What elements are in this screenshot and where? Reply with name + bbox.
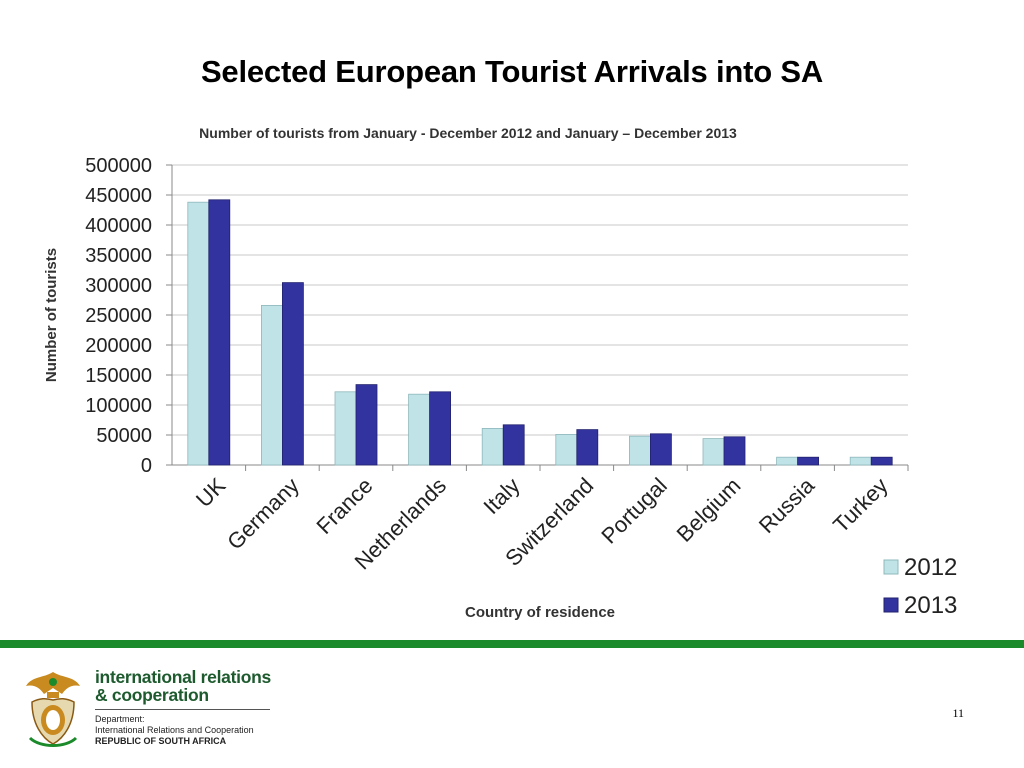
bar-2013-netherlands	[429, 391, 452, 466]
bar-2013-portugal	[650, 433, 672, 466]
y-tick-label: 450000	[85, 185, 152, 207]
bar-chart: Number of tourists from January - Decemb…	[43, 125, 957, 621]
x-tick-label: Portugal	[596, 473, 672, 549]
dept-country: REPUBLIC OF SOUTH AFRICA	[95, 736, 227, 746]
legend-swatch-2012	[883, 559, 899, 575]
chart-title: Number of tourists from January - Decemb…	[199, 125, 737, 141]
dept-name-line1: international relations	[95, 667, 271, 687]
bar-2013-italy	[502, 424, 525, 466]
footer-rule	[0, 640, 1024, 648]
x-tick-label: Russia	[754, 472, 820, 538]
bar-2013-france	[355, 384, 378, 466]
y-tick-label: 100000	[85, 395, 152, 417]
x-tick-label: France	[311, 473, 377, 539]
y-tick-label: 150000	[85, 365, 152, 387]
dept-name-line2: & cooperation	[95, 685, 209, 705]
dept-divider	[95, 709, 270, 710]
bar-2013-switzerland	[576, 429, 599, 466]
legend-label-2012: 2012	[904, 554, 957, 581]
bar-2012-belgium	[702, 438, 725, 466]
bar-2013-belgium	[723, 436, 746, 466]
legend: 2012 2013	[883, 554, 957, 619]
x-tick-label: Italy	[479, 473, 525, 519]
x-tick-label: UK	[191, 473, 231, 513]
y-tick-label: 400000	[85, 215, 152, 237]
bar-2013-uk	[208, 199, 231, 466]
y-tick-label: 500000	[85, 155, 152, 177]
bar-2012-france	[334, 391, 357, 466]
bar-2013-germany	[281, 282, 304, 466]
bar-2012-russia	[776, 456, 798, 466]
y-tick-label: 300000	[85, 275, 152, 297]
bar-2012-uk	[187, 201, 210, 466]
page-number: 11	[952, 706, 964, 720]
bar-2013-turkey	[870, 456, 893, 466]
dept-label: Department:	[95, 714, 145, 724]
legend-label-2013: 2013	[904, 592, 957, 619]
x-axis-title: Country of residence	[465, 604, 615, 621]
x-tick-label: Belgium	[672, 473, 746, 547]
bar-2012-netherlands	[408, 393, 431, 466]
slide-title: Selected European Tourist Arrivals into …	[200, 54, 824, 89]
y-tick-label: 50000	[96, 425, 152, 447]
legend-swatch-2013	[883, 597, 899, 613]
y-tick-label: 250000	[85, 305, 152, 327]
x-tick-label: Germany	[222, 473, 304, 555]
y-tick-label: 350000	[85, 245, 152, 267]
dept-full-name: International Relations and Cooperation	[95, 725, 254, 735]
y-axis-ticks: 0 50000 100000 150000 200000 250000 300000 3500…	[85, 155, 152, 477]
department-logo-text: international relations & cooperation De…	[95, 668, 295, 747]
bar-2012-switzerland	[555, 433, 578, 466]
bars	[187, 199, 893, 466]
y-tick-label: 0	[141, 455, 152, 477]
bar-2012-italy	[481, 427, 504, 466]
coat-of-arms-icon	[26, 672, 80, 747]
bar-2012-turkey	[849, 456, 872, 466]
x-tick-label: Turkey	[828, 473, 893, 538]
bar-2012-germany	[260, 304, 283, 466]
bar-2013-russia	[797, 456, 819, 466]
y-tick-label: 200000	[85, 335, 152, 357]
bar-2012-portugal	[629, 435, 651, 466]
y-axis-title: Number of tourists	[43, 248, 60, 382]
